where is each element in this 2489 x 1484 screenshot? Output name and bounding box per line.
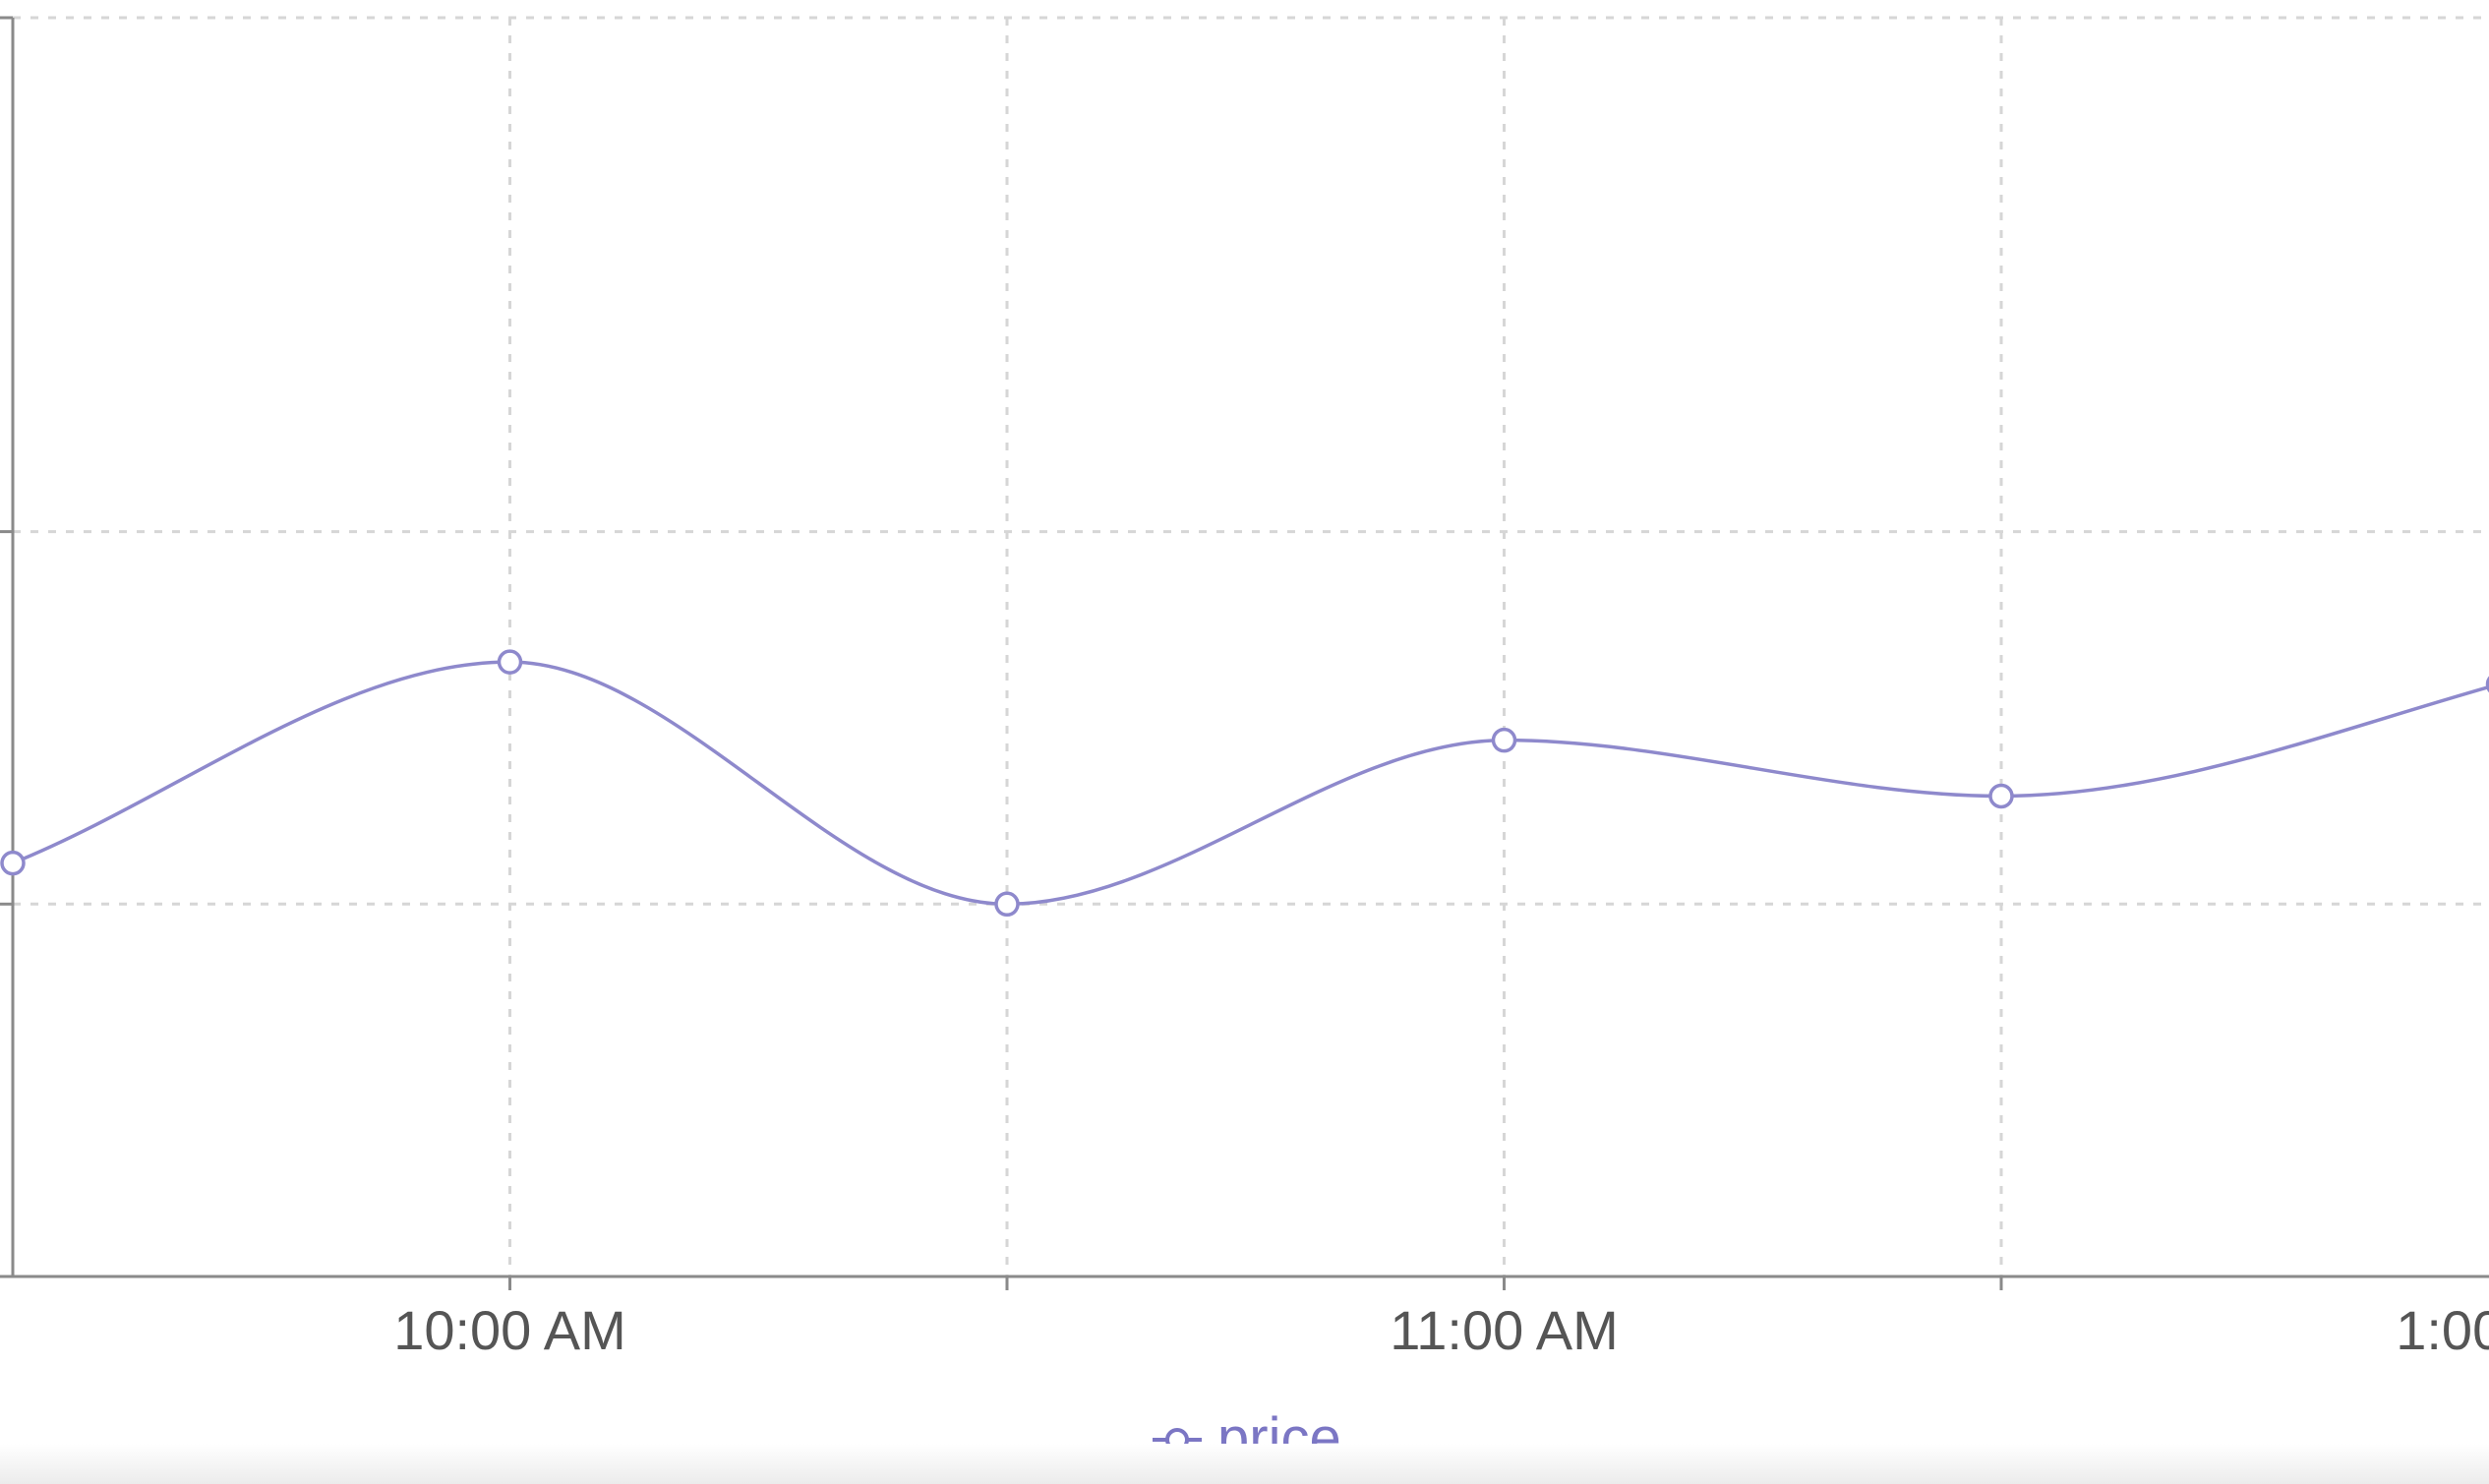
data-point[interactable] bbox=[497, 649, 523, 675]
series-layer bbox=[0, 649, 2489, 918]
data-point[interactable] bbox=[0, 850, 26, 876]
data-point[interactable] bbox=[1491, 727, 1517, 753]
bottom-shade bbox=[0, 1444, 2489, 1484]
series-line-price bbox=[12, 660, 2489, 907]
x-tick-label: 10:00 AM bbox=[393, 1299, 626, 1361]
grid-layer bbox=[13, 16, 2489, 1278]
x-tick-label: 11:00 AM bbox=[1390, 1299, 1618, 1361]
axis-layer bbox=[0, 16, 2489, 1290]
data-point[interactable] bbox=[1988, 783, 2014, 809]
data-point[interactable] bbox=[994, 891, 1020, 918]
x-tick-label: 1:00 PM bbox=[2396, 1299, 2489, 1361]
